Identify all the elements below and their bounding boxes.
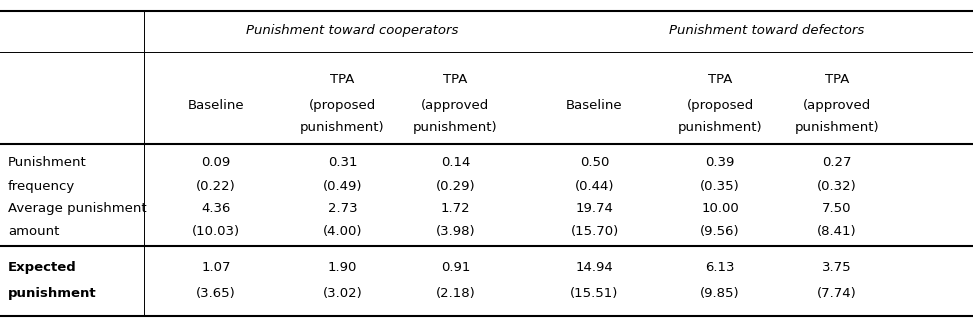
Text: (proposed: (proposed [686,99,754,112]
Text: amount: amount [8,225,59,238]
Text: 0.91: 0.91 [441,261,470,274]
Text: (7.74): (7.74) [817,287,856,300]
Text: 14.94: 14.94 [576,261,613,274]
Text: punishment): punishment) [795,122,879,134]
Text: 1.07: 1.07 [201,261,231,274]
Text: 1.72: 1.72 [441,202,470,215]
Text: (0.35): (0.35) [701,180,739,193]
Text: 3.75: 3.75 [822,261,851,274]
Text: (15.51): (15.51) [570,287,619,300]
Text: (0.44): (0.44) [575,180,614,193]
Text: 0.50: 0.50 [580,156,609,168]
Text: frequency: frequency [8,180,75,193]
Text: punishment: punishment [8,287,96,300]
Text: 4.36: 4.36 [201,202,231,215]
Text: (3.65): (3.65) [197,287,235,300]
Text: (9.56): (9.56) [701,225,739,238]
Text: Baseline: Baseline [566,99,623,112]
Text: Expected: Expected [8,261,77,274]
Text: (3.02): (3.02) [323,287,362,300]
Text: (10.03): (10.03) [192,225,240,238]
Text: TPA: TPA [330,73,355,86]
Text: Punishment toward cooperators: Punishment toward cooperators [245,24,458,37]
Text: TPA: TPA [824,73,849,86]
Text: (3.98): (3.98) [436,225,475,238]
Text: (2.18): (2.18) [436,287,475,300]
Text: 0.14: 0.14 [441,156,470,168]
Text: (0.29): (0.29) [436,180,475,193]
Text: (approved: (approved [421,99,489,112]
Text: (approved: (approved [803,99,871,112]
Text: 7.50: 7.50 [822,202,851,215]
Text: punishment): punishment) [678,122,762,134]
Text: 19.74: 19.74 [576,202,613,215]
Text: 0.39: 0.39 [705,156,735,168]
Text: (0.49): (0.49) [323,180,362,193]
Text: (15.70): (15.70) [570,225,619,238]
Text: Average punishment: Average punishment [8,202,146,215]
Text: 1.90: 1.90 [328,261,357,274]
Text: TPA: TPA [443,73,468,86]
Text: 6.13: 6.13 [705,261,735,274]
Text: TPA: TPA [707,73,733,86]
Text: (proposed: (proposed [308,99,377,112]
Text: (0.22): (0.22) [197,180,235,193]
Text: 0.27: 0.27 [822,156,851,168]
Text: (8.41): (8.41) [817,225,856,238]
Text: Baseline: Baseline [188,99,244,112]
Text: Punishment: Punishment [8,156,87,168]
Text: 10.00: 10.00 [702,202,739,215]
Text: punishment): punishment) [414,122,497,134]
Text: (9.85): (9.85) [701,287,739,300]
Text: 0.31: 0.31 [328,156,357,168]
Text: (0.32): (0.32) [817,180,856,193]
Text: (4.00): (4.00) [323,225,362,238]
Text: Punishment toward defectors: Punishment toward defectors [668,24,864,37]
Text: 2.73: 2.73 [328,202,357,215]
Text: punishment): punishment) [301,122,384,134]
Text: 0.09: 0.09 [201,156,231,168]
